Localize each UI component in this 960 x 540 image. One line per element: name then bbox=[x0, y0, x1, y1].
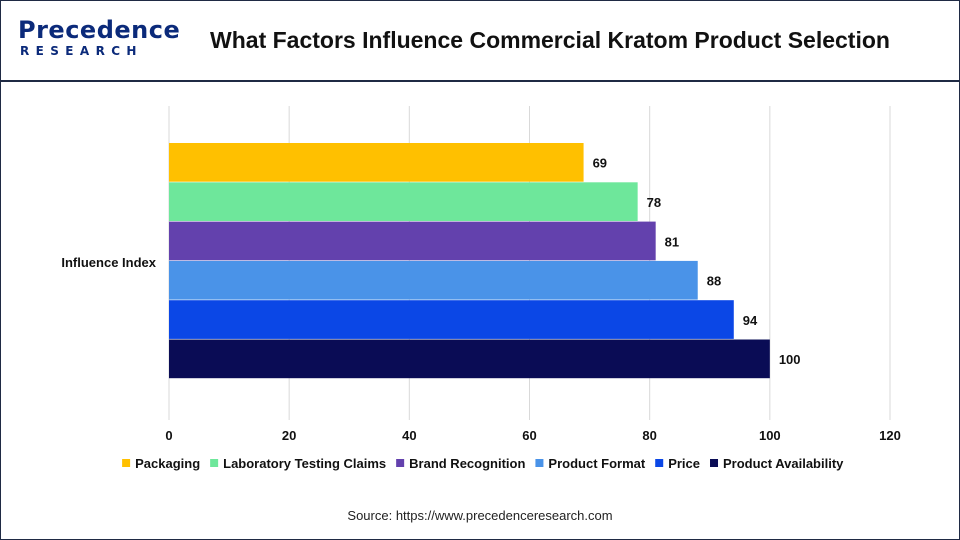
x-tick-label: 120 bbox=[879, 428, 901, 443]
legend-swatch bbox=[210, 459, 219, 467]
legend-label: Laboratory Testing Claims bbox=[223, 456, 386, 471]
legend-label: Product Format bbox=[548, 456, 645, 471]
legend-swatch bbox=[535, 459, 544, 467]
bar-price bbox=[169, 300, 734, 339]
x-tick-label: 0 bbox=[165, 428, 172, 443]
logo-subtext: RESEARCH bbox=[20, 44, 143, 58]
header: Precedence RESEARCH What Factors Influen… bbox=[0, 0, 960, 82]
data-label: 78 bbox=[647, 195, 661, 210]
x-tick-label: 20 bbox=[282, 428, 296, 443]
data-label: 69 bbox=[593, 156, 607, 171]
legend-label: Product Availability bbox=[723, 456, 844, 471]
category-label: Influence Index bbox=[61, 255, 156, 270]
data-label: 94 bbox=[743, 313, 758, 328]
legend-swatch bbox=[396, 459, 405, 467]
legend-label: Packaging bbox=[135, 456, 200, 471]
bar-brand-recognition bbox=[169, 221, 656, 261]
source-note: Source: https://www.precedenceresearch.c… bbox=[347, 508, 613, 523]
data-label: 88 bbox=[707, 274, 721, 289]
x-tick-label: 80 bbox=[642, 428, 656, 443]
legend-label: Brand Recognition bbox=[409, 456, 525, 471]
bar-laboratory-testing-claims bbox=[169, 182, 638, 221]
bar-product-availability bbox=[169, 339, 770, 379]
chart-title: What Factors Influence Commercial Kratom… bbox=[210, 27, 890, 53]
legend-label: Price bbox=[668, 456, 700, 471]
bar-packaging bbox=[169, 143, 584, 182]
legend-swatch bbox=[710, 459, 719, 467]
bar-chart: 0 20 40 60 80 100 120 Influence Index 69 78 81 88 94… bbox=[61, 106, 901, 471]
data-label: 100 bbox=[779, 352, 801, 367]
x-tick-label: 40 bbox=[402, 428, 416, 443]
x-tick-label: 100 bbox=[759, 428, 781, 443]
logo-wordmark: Precedence bbox=[18, 16, 181, 44]
bar-product-format bbox=[169, 260, 698, 300]
legend-swatch bbox=[655, 459, 664, 467]
data-label: 81 bbox=[665, 234, 679, 249]
precedence-research-logo: Precedence RESEARCH bbox=[18, 16, 180, 66]
legend-swatch bbox=[122, 459, 131, 467]
x-tick-label: 60 bbox=[522, 428, 536, 443]
